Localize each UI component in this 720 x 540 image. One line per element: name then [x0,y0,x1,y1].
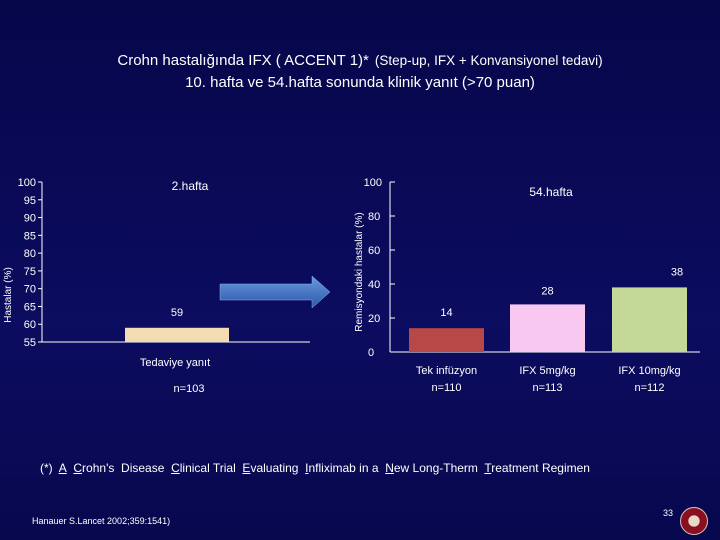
transition-arrow [219,275,331,309]
left-category-label: Tedaviye yanıt [140,357,210,369]
right-bar-value-label: 28 [541,285,553,297]
right-bar [612,287,687,352]
right-y-axis-label: Remisyondaki hastalar (%) [354,212,365,332]
right-category-n: n=110 [431,382,461,394]
left-y-tick-label: 65 [24,301,36,313]
right-bar [409,328,484,352]
left-y-tick-label: 95 [24,195,36,207]
footnote-text: Disease [121,461,165,475]
title-main: Crohn hastalığında IFX ( ACCENT 1)* [117,52,369,69]
footnote-letter: I [305,461,309,475]
right-category-label: Tek infüzyon [416,365,477,377]
footnote-text: rohn's [82,461,115,475]
left-category-n: n=103 [174,383,205,395]
right-category-n: n=112 [634,382,664,394]
footnote-letter: C [73,461,83,475]
left-y-tick-label: 55 [24,337,36,349]
right-bar-value-label: 14 [440,307,452,319]
title-sub: (Step-up, IFX + Konvansiyonel tedavi) [374,53,603,68]
left-y-tick-label: 70 [24,284,36,296]
left-y-tick-label: 90 [24,213,36,225]
right-category-label: IFX 5mg/kg [519,365,575,377]
left-y-tick-label: 85 [24,230,36,242]
footnote-letter: C [171,461,180,475]
left-y-axis-label: Hastalar (%) [3,267,14,323]
right-chart-title: 54.hafta [529,185,573,199]
right-bar-value-label: 38 [671,266,683,278]
footnote: (*) A Crohn's Disease Clinical Trial Eva… [40,461,590,475]
left-y-tick-label: 75 [24,266,36,278]
left-y-tick-label: 100 [18,177,36,189]
right-y-tick-label: 60 [368,245,380,257]
footnote-letter: A [58,461,67,475]
footnote-text: reatment Regimen [491,461,590,475]
left-y-tick-label: 80 [24,248,36,260]
right-y-tick-label: 80 [368,211,380,223]
left-chart-title: 2.hafta [172,179,209,193]
footnote-letter: N [385,461,394,475]
left-bar-value-label: 59 [171,307,183,319]
slide-subtitle: 10. hafta ve 54.hafta sonunda klinik yan… [185,74,535,91]
slide-title: Crohn hastalığında IFX ( ACCENT 1)* (Step… [20,52,700,69]
footnote-text: linical Trial [179,461,236,475]
right-category-label: IFX 10mg/kg [618,365,680,377]
footnote-text: valuating [250,461,299,475]
right-y-tick-label: 40 [368,279,380,291]
right-category-n: n=113 [532,382,562,394]
university-logo [680,507,708,535]
footnote-text: ew Long-Therm [393,461,478,475]
footnote-letter: E [242,461,251,475]
footnote-text: nfliximab in a [308,461,379,475]
left-bar [125,327,229,342]
footnote-letter: T [484,461,492,475]
footnote-prefix: (*) [40,461,53,475]
page-number: 33 [663,508,674,518]
right-y-tick-label: 100 [364,177,382,189]
reference-citation: Hanauer S.Lancet 2002;359:1541) [32,516,171,526]
left-y-tick-label: 60 [24,319,36,331]
right-y-tick-label: 0 [368,347,374,359]
right-bar [510,304,585,352]
right-y-tick-label: 20 [368,313,380,325]
